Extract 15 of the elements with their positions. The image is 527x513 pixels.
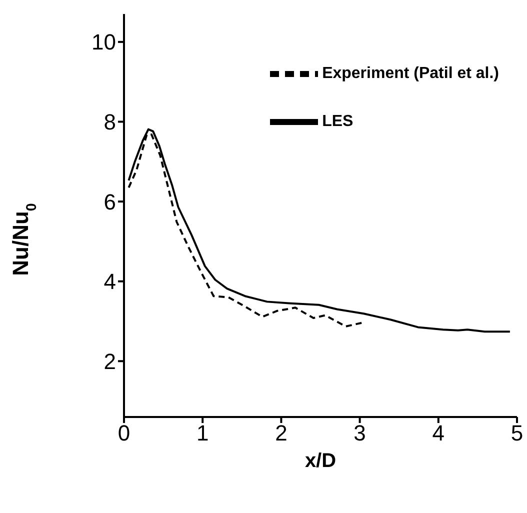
y-tick-label: 10 (92, 30, 116, 55)
y-tick-label: 2 (104, 348, 116, 374)
line-series (128, 128, 511, 333)
y-tick-label: 8 (104, 110, 116, 135)
y-tick-label: 4 (104, 269, 116, 294)
x-tick-label: 0 (118, 420, 130, 446)
y-tick-label: 6 (104, 189, 116, 214)
x-tick-label: 4 (432, 420, 445, 446)
x-tick-label: 3 (354, 420, 366, 446)
x-tick-label: 5 (510, 420, 524, 446)
x-tick-label: 2 (275, 420, 288, 446)
x-tick-label: 1 (196, 420, 209, 446)
legend-label: LES (322, 113, 354, 130)
legend-label: Experiment (Patil et al.) (322, 65, 499, 82)
x-axis-title: x/D (304, 450, 336, 472)
